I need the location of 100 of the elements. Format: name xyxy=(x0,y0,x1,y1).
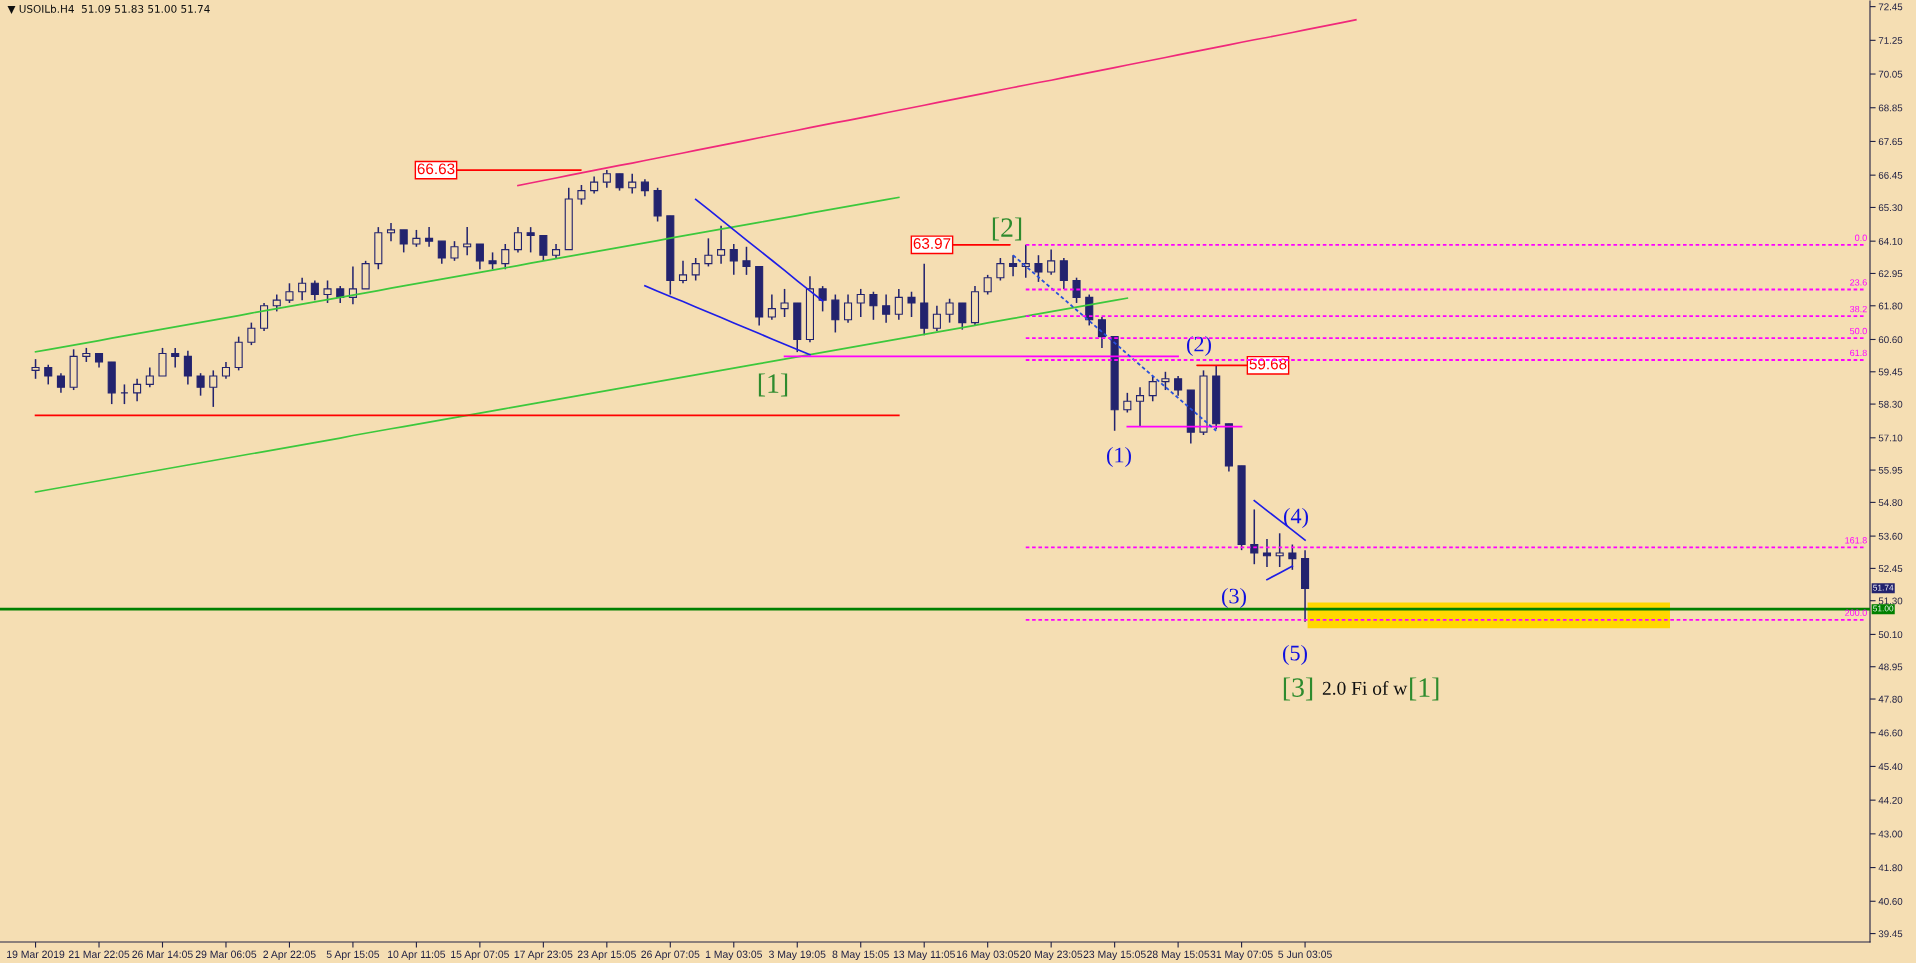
annotation: 161.8 xyxy=(1845,537,1867,544)
candlestick xyxy=(831,293,840,334)
candlestick xyxy=(932,305,941,332)
candlestick xyxy=(1275,532,1284,568)
x-tick-label: 15 Apr 07:05 xyxy=(451,950,509,961)
candlestick xyxy=(958,302,967,331)
y-tick-label: 46.60 xyxy=(1878,729,1903,737)
annotation: 51.74 xyxy=(1873,584,1894,591)
x-tick-label: 21 Mar 22:05 xyxy=(68,950,130,958)
x-tick-label: 31 May 07:05 xyxy=(1210,950,1273,961)
annotation: [1] xyxy=(758,373,788,397)
candlestick xyxy=(945,297,954,324)
annotation: 66.63 xyxy=(417,163,455,175)
annotation: 50.0 xyxy=(1850,327,1867,335)
line-series xyxy=(34,297,1129,493)
candlestick xyxy=(1262,538,1272,568)
candlestick xyxy=(1059,257,1068,290)
y-tick-label: 61.80 xyxy=(1878,302,1903,310)
candlestick xyxy=(742,246,751,276)
annotation: 38.2 xyxy=(1850,305,1867,313)
y-tick-label: 39.45 xyxy=(1878,930,1903,938)
line-series xyxy=(34,196,900,353)
line-series xyxy=(1253,499,1306,541)
x-tick-label: 3 May 19:05 xyxy=(768,950,826,961)
annotation: 63.97 xyxy=(913,238,951,249)
y-tick-label: 48.95 xyxy=(1878,663,1903,671)
y-tick-label: 68.85 xyxy=(1878,104,1903,112)
y-tick-label: 58.30 xyxy=(1878,400,1903,408)
candlestick xyxy=(843,293,853,324)
ref-line-label: 51.00 xyxy=(1873,605,1894,612)
candlestick xyxy=(209,369,218,408)
line-series xyxy=(644,284,811,356)
candlestick xyxy=(539,234,548,262)
annotation: 61.8 xyxy=(1850,349,1867,357)
annotation: [1] xyxy=(1410,677,1439,701)
y-tick-label: 52.45 xyxy=(1878,565,1903,573)
x-tick-label: 26 Mar 14:05 xyxy=(132,950,193,958)
candlestick xyxy=(1123,392,1132,414)
x-tick-label: 2 Apr 22:05 xyxy=(263,950,316,961)
candlestick xyxy=(1047,248,1056,276)
x-tick-label: 5 Jun 03:05 xyxy=(1278,950,1332,958)
x-tick-label: 19 Mar 2019 xyxy=(7,950,65,958)
candlestick xyxy=(678,260,688,285)
candlestick xyxy=(1135,386,1145,428)
candlestick xyxy=(437,240,446,265)
candlestick xyxy=(894,288,903,321)
candlestick xyxy=(298,276,307,301)
x-tick-label: 8 May 15:05 xyxy=(832,950,889,961)
y-tick-label: 43.00 xyxy=(1878,830,1903,838)
candlestick xyxy=(780,288,789,318)
candlestick xyxy=(475,243,484,271)
candlestick xyxy=(386,222,396,242)
y-tick-label: 54.80 xyxy=(1878,499,1903,507)
candlestick xyxy=(1161,371,1170,391)
y-tick-label: 41.80 xyxy=(1878,864,1903,872)
candlestick xyxy=(856,288,865,318)
candlestick xyxy=(310,279,319,301)
candlestick xyxy=(247,321,256,346)
candlestick xyxy=(450,240,459,262)
candlestick xyxy=(1148,375,1157,403)
y-tick-label: 45.40 xyxy=(1878,763,1903,771)
x-tick-label: 13 May 11:05 xyxy=(893,950,955,961)
x-tick-label: 20 May 23:05 xyxy=(1020,950,1083,961)
candlestick xyxy=(31,358,40,380)
candlestick xyxy=(56,372,65,394)
candlestick xyxy=(1174,375,1183,397)
y-tick-label: 44.20 xyxy=(1878,796,1903,804)
y-tick-label: 50.10 xyxy=(1878,631,1903,639)
x-tick-label: 29 Mar 06:05 xyxy=(195,950,257,958)
annotation: 200.0 xyxy=(1845,609,1867,616)
y-tick-label: 71.25 xyxy=(1878,37,1903,44)
chart-title: ▼ USOILb.H4 51.09 51.83 51.00 51.74 xyxy=(7,4,210,14)
annotation: (4) xyxy=(1284,507,1308,529)
y-tick-label: 57.10 xyxy=(1878,434,1903,442)
x-tick-label: 28 May 15:05 xyxy=(1147,950,1210,961)
annotation: 0.0 xyxy=(1855,234,1867,241)
candlestick xyxy=(285,282,294,304)
candlestick xyxy=(1072,276,1081,304)
y-tick-label: 47.80 xyxy=(1878,695,1903,703)
y-tick-label: 64.10 xyxy=(1878,237,1903,245)
y-tick-label: 40.60 xyxy=(1878,898,1903,905)
candlestick xyxy=(145,366,154,388)
x-tick-label: 16 May 03:05 xyxy=(956,950,1019,961)
candlestick xyxy=(907,290,916,318)
y-tick-label: 55.95 xyxy=(1878,466,1903,474)
x-tick-label: 26 Apr 07:05 xyxy=(641,950,700,961)
x-tick-label: 17 Apr 23:05 xyxy=(514,950,573,961)
candlestick xyxy=(1250,508,1259,565)
candlestick xyxy=(171,347,180,369)
candlestick xyxy=(323,279,332,304)
candlestick xyxy=(526,226,535,254)
candlestick xyxy=(577,184,586,206)
annotation: 2.0 Fi of w xyxy=(1322,680,1408,695)
candlestick xyxy=(196,372,205,397)
y-tick-label: 62.95 xyxy=(1878,270,1903,278)
candlestick xyxy=(1288,543,1297,571)
candlestick xyxy=(996,257,1005,282)
candlestick xyxy=(513,226,523,254)
x-tick-label: 10 Apr 11:05 xyxy=(388,950,446,961)
y-tick-label: 59.45 xyxy=(1878,368,1903,376)
